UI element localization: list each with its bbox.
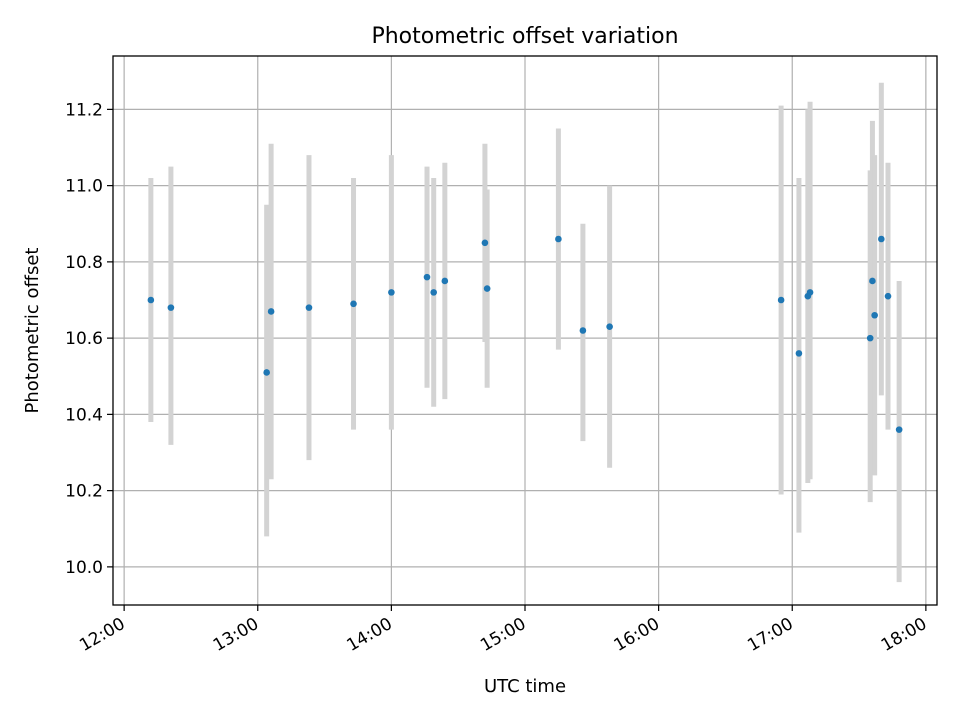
data-point xyxy=(430,289,437,296)
y-tick-label: 10.6 xyxy=(65,329,103,349)
data-point xyxy=(895,426,903,433)
data-point xyxy=(866,334,874,342)
data-point xyxy=(388,289,395,296)
y-tick-label: 10.4 xyxy=(65,405,103,425)
data-point xyxy=(884,292,892,300)
data-point xyxy=(795,350,803,357)
y-tick-label: 10.0 xyxy=(65,558,103,578)
y-tick-label: 10.8 xyxy=(65,253,103,273)
data-point xyxy=(777,296,785,304)
data-point xyxy=(441,277,449,285)
data-point xyxy=(871,311,878,319)
data-point xyxy=(350,300,357,308)
data-point xyxy=(878,235,885,243)
y-tick-label: 11.2 xyxy=(65,100,103,120)
data-point xyxy=(483,285,491,292)
y-tick-label: 11.0 xyxy=(65,177,103,197)
data-point xyxy=(606,323,613,330)
data-point xyxy=(481,239,489,247)
data-point xyxy=(869,277,876,285)
y-axis-label: Photometric offset xyxy=(22,248,43,414)
data-point xyxy=(267,308,275,315)
data-point xyxy=(555,235,562,243)
data-point xyxy=(423,273,431,281)
x-axis-label: UTC time xyxy=(484,676,566,697)
data-point xyxy=(305,304,313,311)
data-point xyxy=(167,304,175,311)
data-point xyxy=(147,296,155,304)
chart-title: Photometric offset variation xyxy=(371,24,678,49)
data-point xyxy=(806,289,814,296)
data-point xyxy=(263,369,270,376)
data-point xyxy=(579,327,587,334)
y-tick-label: 10.2 xyxy=(65,482,103,502)
data-points xyxy=(147,235,903,433)
